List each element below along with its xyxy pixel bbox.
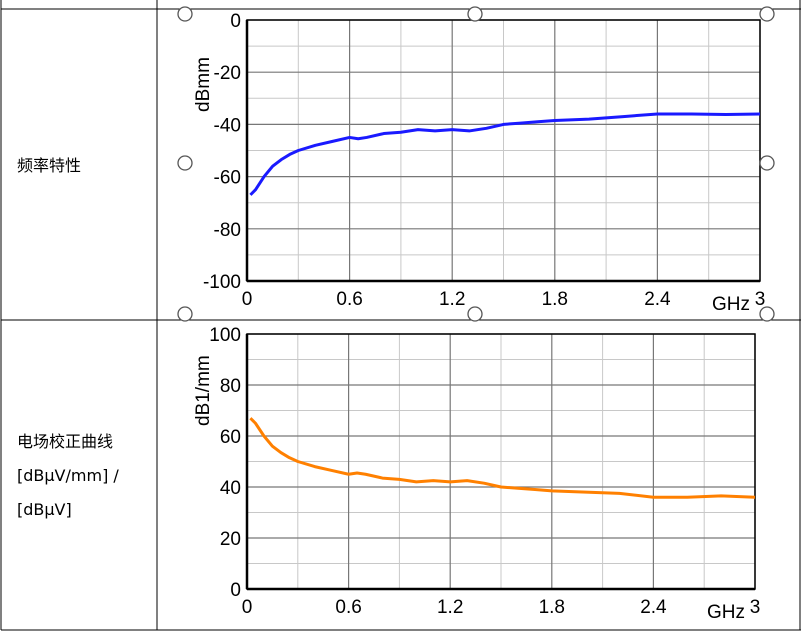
- x-tick-label: 2.4: [640, 597, 667, 618]
- cell-text: [dBμV/mm] /: [17, 466, 119, 485]
- y-tick-label: 0: [230, 11, 241, 32]
- y-tick-label: -40: [214, 115, 241, 136]
- x-tick-label: 0.6: [335, 597, 361, 618]
- y-tick-label: -80: [214, 220, 241, 241]
- selection-handles: [177, 6, 775, 322]
- handle[interactable]: [759, 155, 775, 171]
- handle[interactable]: [177, 306, 193, 322]
- y-axis-label: dB1/mm: [193, 355, 214, 426]
- y-tick-label: 40: [220, 478, 241, 499]
- handle[interactable]: [177, 6, 193, 22]
- x-tick-label: 0: [242, 597, 253, 618]
- y-tick-label: -60: [214, 168, 241, 189]
- x-tick-label: 1.8: [539, 597, 565, 618]
- y-axis-label: dBmm: [193, 57, 214, 112]
- data-line: [249, 417, 756, 499]
- x-tick-label: 3: [755, 289, 766, 310]
- x-tick-label: 3: [750, 597, 761, 618]
- y-tick-label: -20: [214, 63, 241, 84]
- handle[interactable]: [467, 306, 483, 322]
- x-tick-label: 0: [242, 289, 253, 310]
- x-axis-label: GHz: [707, 602, 745, 623]
- y-tick-label: 100: [209, 325, 241, 346]
- cell-text: 频率特性: [17, 156, 81, 175]
- handle[interactable]: [467, 6, 483, 22]
- y-tick-label: -100: [203, 272, 241, 293]
- y-tick-label: 0: [230, 580, 241, 601]
- x-tick-label: 1.2: [437, 597, 463, 618]
- data-line: [249, 112, 761, 196]
- y-tick-label: 80: [220, 376, 241, 397]
- x-tick-label: 0.6: [336, 289, 362, 310]
- handle[interactable]: [759, 6, 775, 22]
- cell-text: [dBμV]: [17, 500, 72, 519]
- handle[interactable]: [177, 155, 193, 171]
- x-axis-label: GHz: [712, 294, 750, 315]
- cell-text: 电场校正曲线: [17, 432, 113, 451]
- x-tick-label: 1.8: [542, 289, 568, 310]
- x-tick-label: 1.2: [439, 289, 465, 310]
- x-tick-label: 2.4: [644, 289, 671, 310]
- handle[interactable]: [759, 306, 775, 322]
- y-tick-label: 60: [220, 427, 241, 448]
- y-tick-label: 20: [220, 529, 241, 550]
